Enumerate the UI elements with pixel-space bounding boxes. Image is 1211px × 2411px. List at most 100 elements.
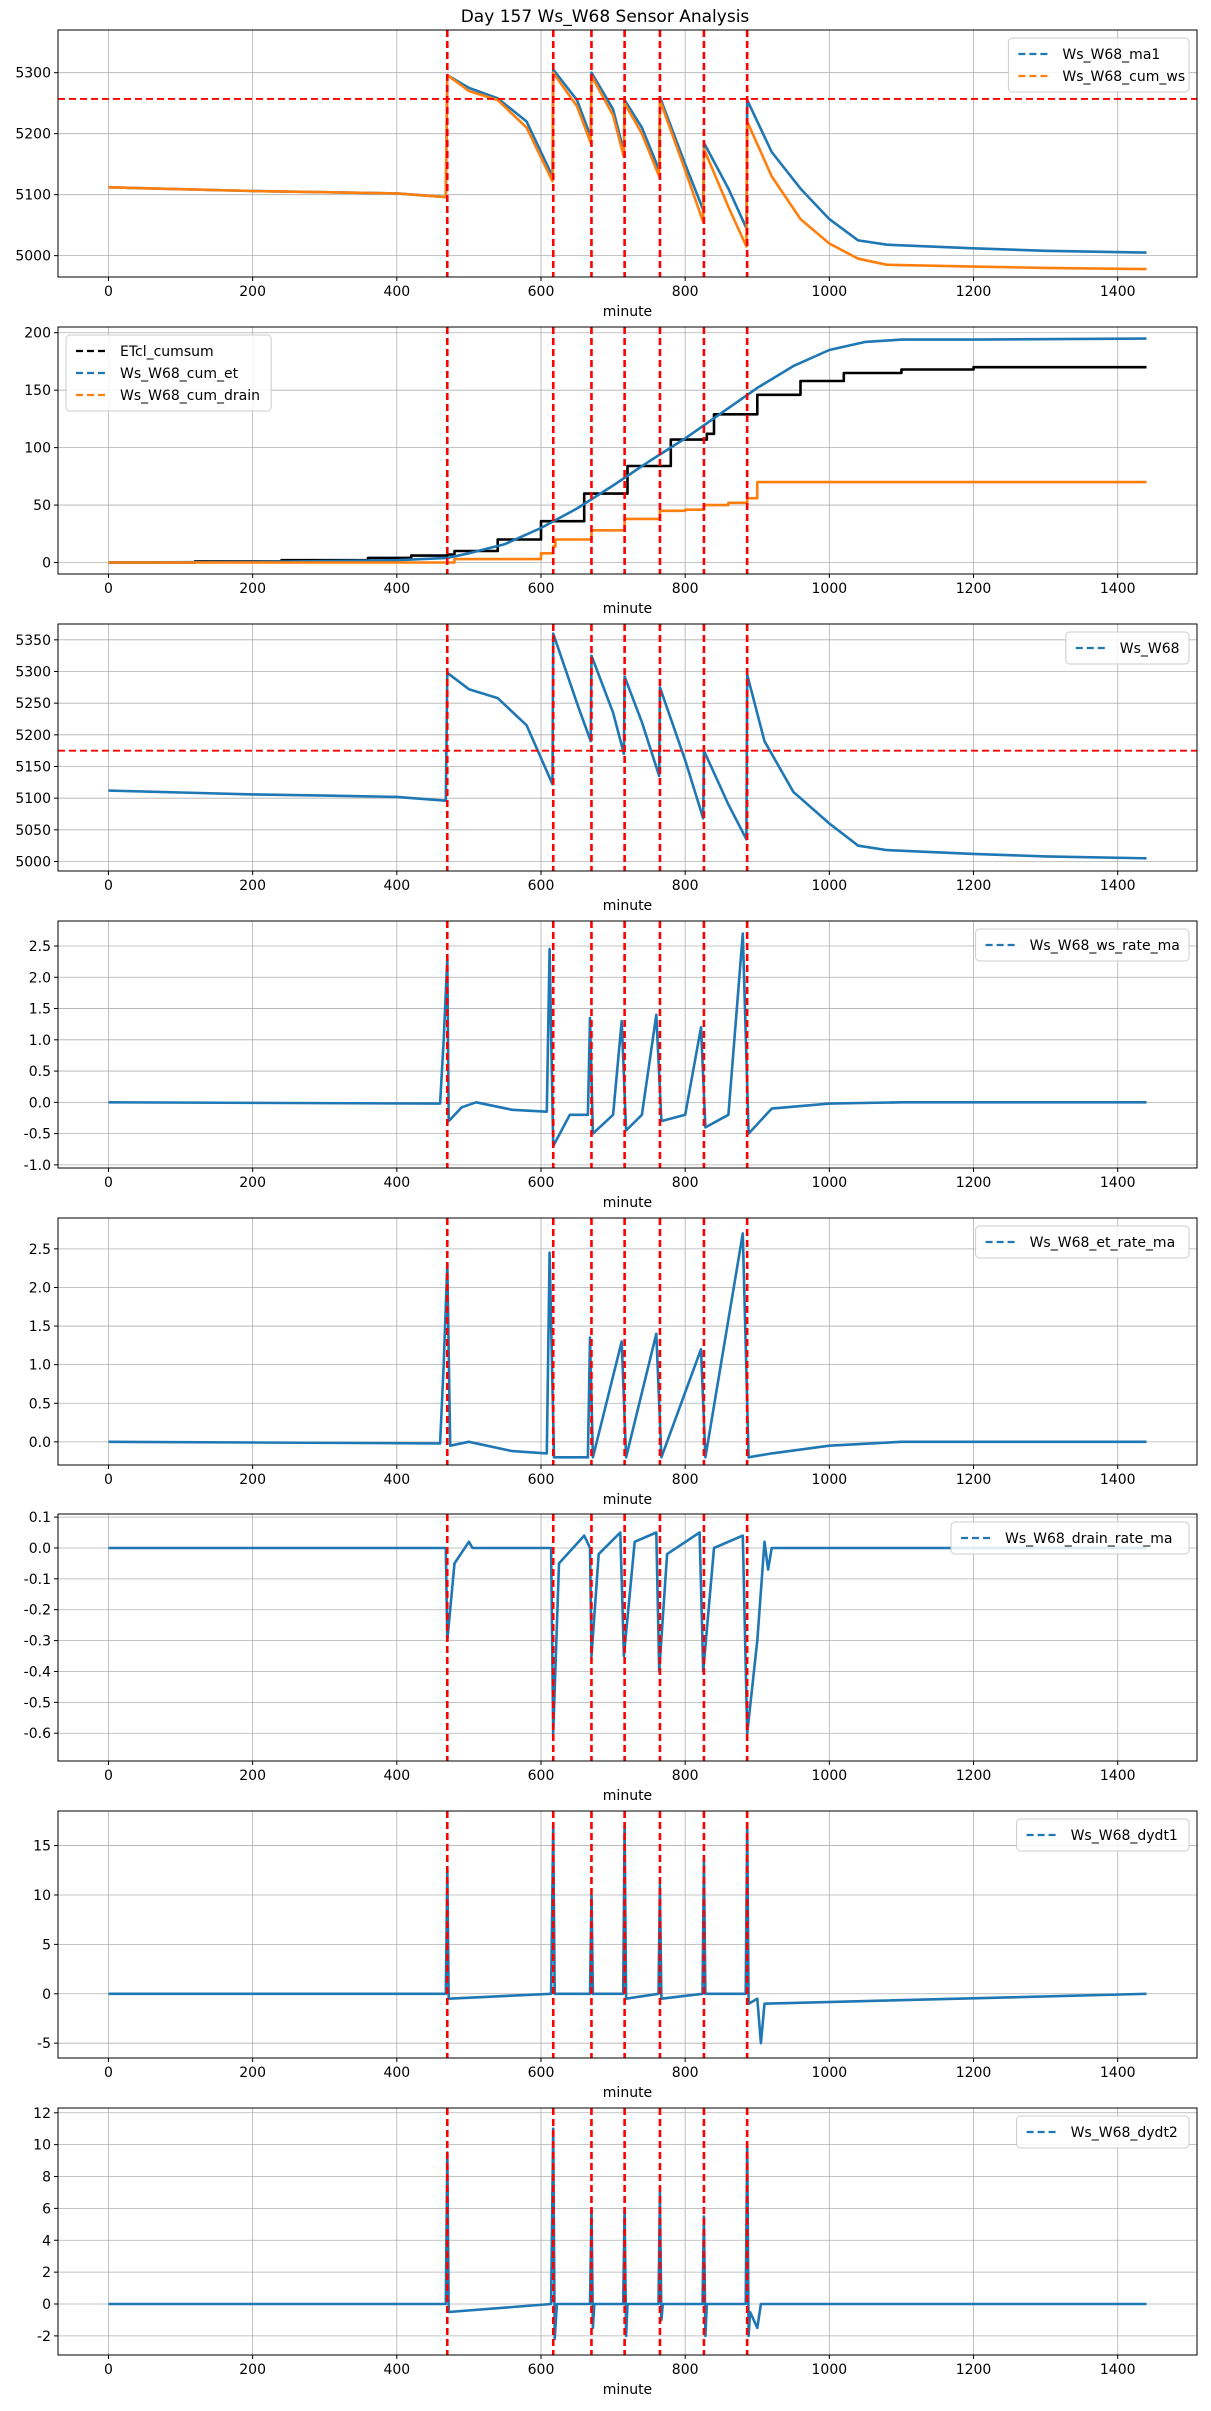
axes-frame [57,1217,1198,1466]
legend-entry: Ws_W68_cum_et [120,366,239,382]
x-tick-label: 200 [239,2065,266,2081]
series-line-etcl-cumsum [108,365,1147,564]
y-tick-label: 0.1 [29,1510,51,1526]
x-tick-label: 1400 [1100,2065,1136,2081]
y-tick-label: 5300 [15,665,51,681]
plot-area [108,327,1147,574]
chart-panel-7: 0 200 400 600 800 1000 1200 1400 -5 0 5 10 15 minute W… [33,1810,1198,2101]
x-tick-label: 1200 [956,284,992,300]
panels: 0 200 400 600 800 1000 1200 1400500051005200530… [15,29,1198,2398]
x-axis-label: minute [603,898,652,914]
x-tick-label: 200 [239,581,266,597]
axes-frame [57,623,1198,872]
x-tick-label: 1400 [1100,1175,1136,1191]
x-tick-label: 1400 [1100,2362,1136,2378]
x-tick-label: 400 [383,284,410,300]
x-axis-label: minute [603,2085,652,2101]
y-tick-label: 200 [24,326,51,342]
x-tick-label: 600 [528,1472,555,1488]
x-axis-label: minute [603,1492,652,1508]
legend-entry: Ws_W68_et_rate_ma [1030,1235,1176,1251]
chart-panel-3: 0 200 400 600 800 1000 1200 1400 5000 5050 5100 515… [15,623,1198,914]
series-line-ws-w68-et-rate-ma [108,1232,1147,1459]
y-tick-label: 0.5 [29,1064,51,1080]
x-tick-label: 1400 [1100,1768,1136,1784]
x-tick-label: 1200 [956,581,992,597]
y-tick-label: 5200 [15,728,51,744]
y-tick-label: 5100 [15,791,51,807]
x-tick-label: 800 [672,1768,699,1784]
x-tick-label: 600 [528,2362,555,2378]
chart-panel-1: 0 200 400 600 800 1000 1200 1400 5000 5100 5200 530… [15,29,1198,320]
legend: Ws_W68_dydt2 [1016,2115,1190,2149]
y-tick-label: 0.0 [29,1095,51,1111]
legend-entry: Ws_W68_cum_ws [1062,69,1185,85]
x-tick-label: 400 [383,1175,410,1191]
axes-frame [57,1513,1198,1762]
y-tick-label: 1.0 [29,1033,51,1049]
series-line-ws-w68-drain-rate-ma [108,1531,1147,1735]
legend-entry: Ws_W68_drain_rate_ma [1005,1531,1172,1547]
y-tick-label: 0.0 [29,1541,51,1557]
legend-box [1065,631,1190,665]
chart-panel-8: 0 200 400 600 800 1000 1200 1400 -2 0 2 4 6 8 10 12 minu… [33,2106,1198,2398]
plot-area [108,1514,1147,1761]
legend: Ws_W68_ma1 Ws_W68_cum_ws [1007,37,1190,93]
y-tick-label: -2 [37,2329,51,2345]
series-line-ws-w68-cum-et [108,337,1147,564]
y-tick-label: 5250 [15,696,51,712]
series-line-ws-w68-ws-rate-ma [108,932,1147,1148]
y-tick-label: 0.0 [29,1435,51,1451]
y-tick-label: -1.0 [24,1158,51,1174]
y-tick-label: 0.5 [29,1396,51,1412]
x-tick-label: 1000 [812,1472,848,1488]
y-tick-label: 4 [42,2233,51,2249]
x-tick-label: 200 [239,2362,266,2378]
x-tick-label: 1200 [956,878,992,894]
legend-entry: Ws_W68 [1120,641,1180,657]
y-tick-label: -0.4 [24,1664,51,1680]
x-tick-label: 1200 [956,1175,992,1191]
legend-entry: ETcl_cumsum [120,344,214,360]
x-tick-label: 800 [672,1175,699,1191]
plot-area [108,2108,1147,2355]
x-tick-label: 1200 [956,2065,992,2081]
x-tick-label: 0 [104,2362,113,2378]
legend: Ws_W68_drain_rate_ma [950,1521,1190,1555]
x-tick-label: 1000 [812,2065,848,2081]
chart-panel-6: 0 200 400 600 800 1000 1200 1400 -0.6 -0.5 -0.4 -0.… [24,1510,1198,1804]
x-tick-label: 600 [528,1175,555,1191]
y-tick-label: 5050 [15,823,51,839]
y-tick-label: 2.0 [29,1280,51,1296]
y-tick-label: 0 [42,556,51,572]
x-tick-label: 200 [239,284,266,300]
x-tick-label: 600 [528,1768,555,1784]
y-tick-label: 2.5 [29,1242,51,1258]
legend-box [950,1521,1190,1555]
y-tick-label: -5 [37,2036,51,2052]
x-tick-label: 200 [239,1768,266,1784]
plot-area [58,30,1197,277]
y-tick-label: 5350 [15,633,51,649]
x-tick-label: 0 [104,1768,113,1784]
x-tick-label: 0 [104,1175,113,1191]
legend-box [65,334,272,412]
y-tick-label: 5150 [15,760,51,776]
legend-box [1016,1818,1190,1852]
axes-frame [57,1810,1198,2059]
axes-frame [57,920,1198,1169]
x-tick-label: 1000 [812,2362,848,2378]
plot-area [108,1218,1147,1465]
y-tick-label: 10 [33,2138,51,2154]
x-tick-label: 0 [104,878,113,894]
y-tick-label: 6 [42,2201,51,2217]
series-line-ws-w68-dydt1 [108,1824,1147,2045]
x-tick-label: 1000 [812,1768,848,1784]
x-tick-label: 1400 [1100,1472,1136,1488]
series-line-ws-w68-cum-drain [108,480,1147,564]
x-tick-label: 1200 [956,2362,992,2378]
x-tick-label: 600 [528,878,555,894]
y-tick-label: 2.5 [29,939,51,955]
x-tick-label: 0 [104,581,113,597]
